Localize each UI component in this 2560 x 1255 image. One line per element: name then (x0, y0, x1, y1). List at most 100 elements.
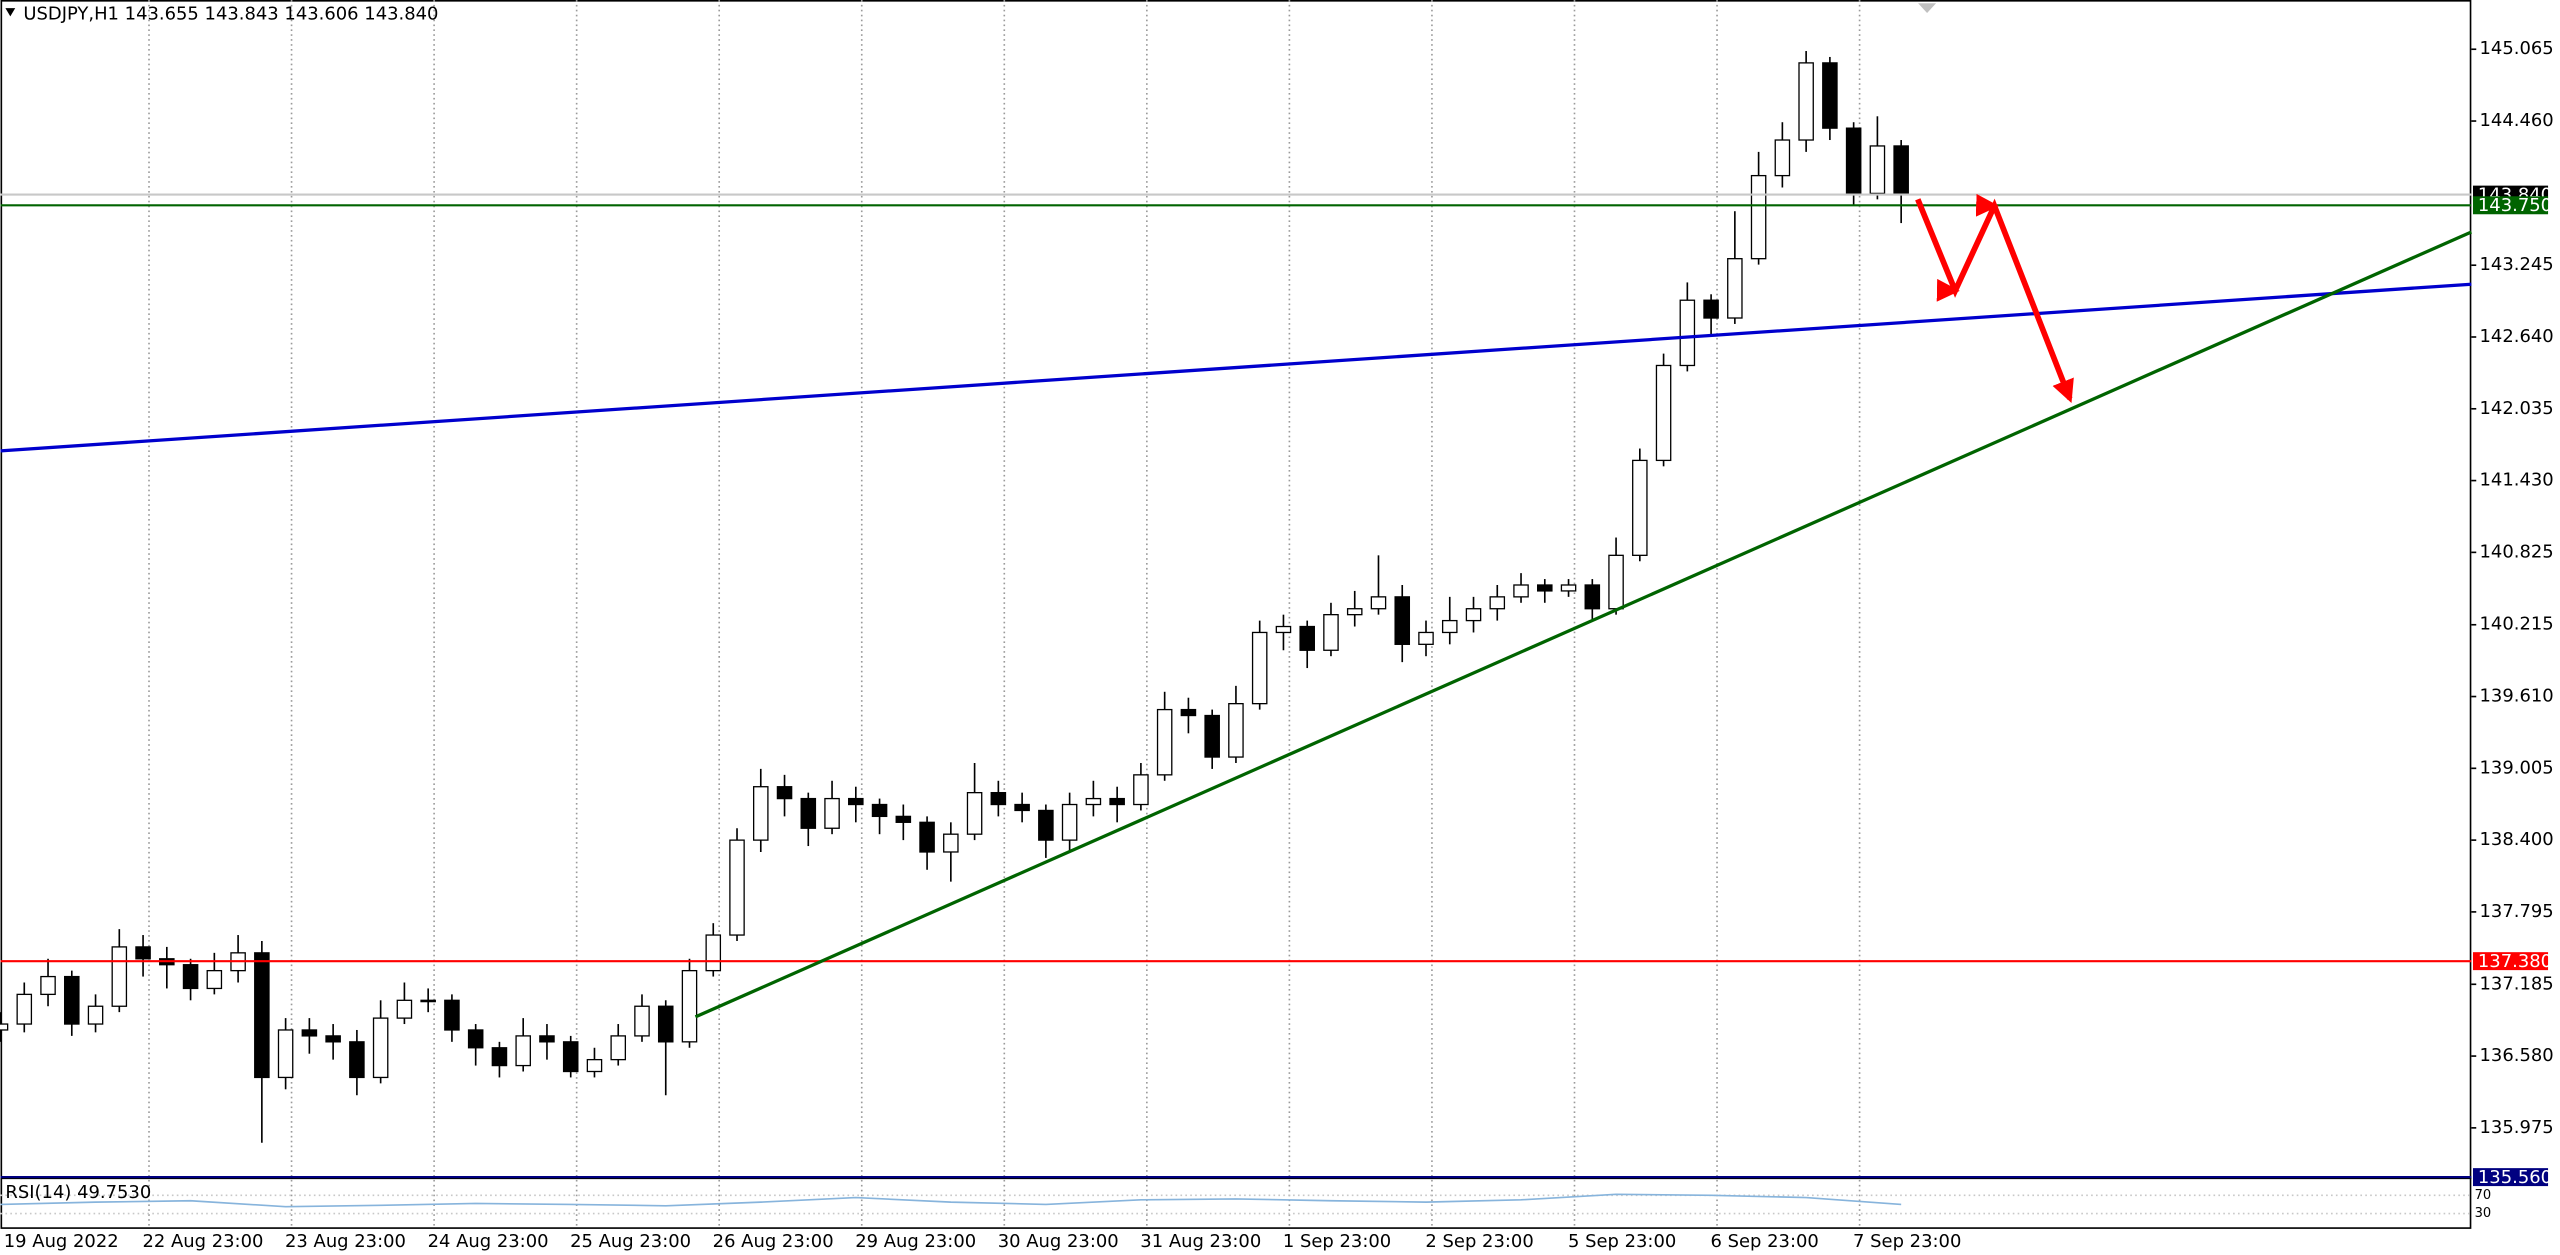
candle-body (254, 952, 270, 1079)
candle-body (1418, 631, 1434, 645)
candle-body (919, 821, 935, 853)
level-label: 137.380 (2478, 951, 2552, 972)
grid (0, 0, 2472, 1229)
candle-body (467, 1029, 484, 1049)
x-tick-label: 5 Sep 23:00 (1568, 1231, 1676, 1252)
candle-body (1061, 803, 1078, 841)
candle-body (1394, 596, 1411, 645)
overlay (0, 193, 2473, 1208)
candle-body (776, 786, 793, 800)
candle-body (1251, 631, 1268, 705)
candle-body (848, 797, 864, 806)
candle-body (1869, 145, 1886, 195)
candle-body (444, 999, 460, 1031)
candle-body (990, 791, 1007, 806)
candle-body (372, 1017, 389, 1079)
candle-body (681, 969, 698, 1043)
x-tick-label: 2 Sep 23:00 (1425, 1231, 1533, 1252)
level-label: 135.560 (2478, 1167, 2552, 1188)
level-label-box (2472, 1168, 2549, 1187)
candle-body (1465, 608, 1482, 622)
y-tick-label: 142.035 (2480, 398, 2554, 419)
rsi-tick-label: 70 (2475, 1188, 2492, 1203)
candle-body (1489, 596, 1506, 610)
y-tick-label: 139.610 (2480, 686, 2554, 707)
y-tick-label: 137.795 (2480, 901, 2554, 922)
candle-body (1537, 584, 1553, 592)
candle-body (752, 786, 769, 841)
y-tick-label: 136.580 (2480, 1045, 2554, 1066)
candle-body (1655, 364, 1672, 462)
candle-body (135, 946, 151, 960)
candle-body (1014, 803, 1030, 812)
candle-body (871, 803, 888, 818)
candle-body (1370, 596, 1387, 610)
y-tick-label: 140.825 (2480, 541, 2554, 562)
candle-body (610, 1035, 627, 1061)
candle-body (0, 1023, 9, 1031)
candle-body (1750, 174, 1767, 260)
candle-body (1893, 145, 1909, 196)
candle-body (1727, 258, 1743, 319)
candle-body (1608, 554, 1624, 610)
candle-body (1774, 139, 1791, 177)
candle-body (349, 1041, 365, 1079)
y-tick-label: 142.640 (2480, 326, 2554, 347)
header-icon (5, 8, 16, 17)
candle-body (1228, 703, 1244, 758)
y-tick-label: 140.215 (2480, 614, 2554, 635)
y-tick-label: 138.400 (2480, 829, 2554, 850)
y-tick-label: 145.065 (2480, 38, 2554, 59)
chart-header: USDJPY,H1 143.655 143.843 143.606 143.84… (23, 4, 438, 25)
candle-body (800, 797, 817, 829)
trendline (694, 230, 2473, 1019)
candle-body (491, 1047, 508, 1067)
candle-body (586, 1058, 603, 1073)
candle-body (301, 1029, 318, 1037)
x-tick-label: 6 Sep 23:00 (1711, 1231, 1819, 1252)
candle-body (634, 1005, 650, 1037)
candle-body (206, 969, 223, 990)
y-tick-label: 137.185 (2480, 973, 2554, 994)
candle-body (943, 833, 959, 853)
candle-body (277, 1029, 294, 1079)
x-tick-label: 29 Aug 23:00 (855, 1231, 976, 1252)
candle-body (895, 815, 912, 823)
shift-marker (1918, 3, 1937, 14)
candle-body (182, 964, 199, 990)
candle-body (1204, 714, 1220, 758)
candle-body (966, 791, 983, 835)
candle-body (705, 934, 722, 972)
y-tick-label: 143.245 (2480, 254, 2554, 275)
candle-body (515, 1035, 531, 1067)
candles (0, 51, 1909, 1143)
candle-body (1441, 619, 1458, 634)
plot-frame (0, 0, 2472, 1229)
y-tick-label: 139.005 (2480, 757, 2554, 778)
x-tick-label: 30 Aug 23:00 (998, 1231, 1119, 1252)
level-label-box (2472, 196, 2549, 215)
candle-body (1845, 127, 1862, 195)
candle-body (1085, 797, 1102, 806)
candle-body (1038, 809, 1054, 841)
candle-body (396, 999, 413, 1019)
candle-body (1323, 614, 1339, 651)
x-tick-label: 23 Aug 23:00 (285, 1231, 406, 1252)
x-tick-label: 31 Aug 23:00 (1140, 1231, 1261, 1252)
candle-body (325, 1035, 341, 1043)
candle-body (729, 839, 745, 936)
candle-body (824, 797, 840, 829)
candle-body (420, 999, 436, 1003)
x-tick-label: 25 Aug 23:00 (570, 1231, 691, 1252)
level-label: 143.750 (2478, 195, 2552, 216)
candle-body (1513, 584, 1529, 598)
y-tick-label: 135.975 (2480, 1117, 2554, 1138)
rsi-tick-label: 30 (2475, 1206, 2492, 1221)
candle-body (1156, 708, 1173, 776)
y-tick-label: 144.460 (2480, 110, 2554, 131)
candle-body (1180, 708, 1197, 717)
candle-body (562, 1041, 579, 1073)
candle-body (87, 1005, 104, 1025)
